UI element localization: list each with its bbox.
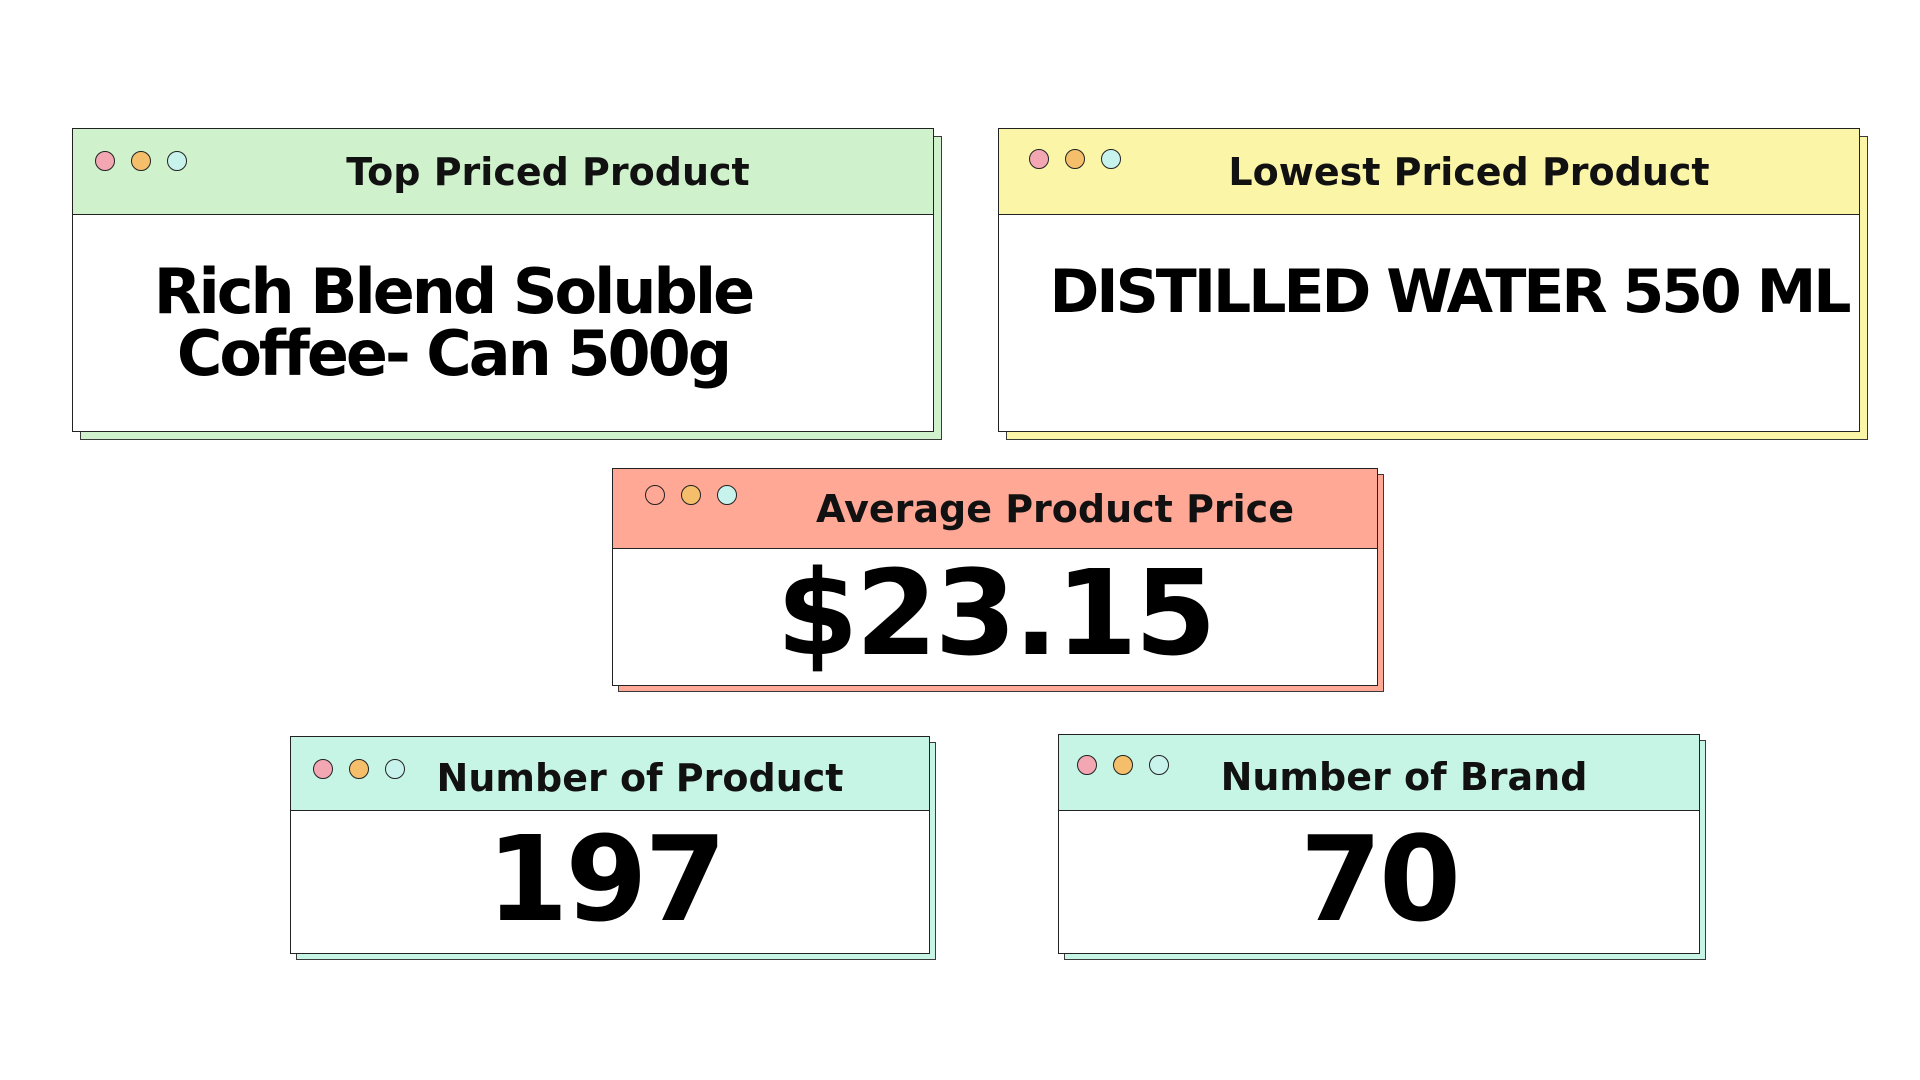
close-dot-icon xyxy=(95,151,115,171)
window-controls xyxy=(313,759,405,779)
window-controls xyxy=(1077,755,1169,775)
top-priced-product-name-line2: Coffee- Can 500g xyxy=(176,317,732,390)
card-titlebar: Number of Product xyxy=(291,737,929,811)
card-title: Lowest Priced Product xyxy=(1228,149,1710,194)
card-window: Top Priced Product Rich Blend Soluble Co… xyxy=(72,128,934,432)
card-titlebar: Average Product Price xyxy=(613,469,1377,549)
card-window: Number of Product 197 xyxy=(290,736,930,954)
window-controls xyxy=(645,485,737,505)
window-controls xyxy=(1029,149,1121,169)
number-of-product-value: 197 xyxy=(486,810,726,948)
number-of-brand-value: 70 xyxy=(1299,810,1461,948)
card-body: DISTILLED WATER 550 ML xyxy=(999,215,1859,431)
top-priced-product-name-line1: Rich Blend Soluble xyxy=(153,255,755,328)
lowest-priced-product-card: Lowest Priced Product DISTILLED WATER 55… xyxy=(998,128,1868,440)
close-dot-icon xyxy=(645,485,665,505)
card-title: Top Priced Product xyxy=(346,149,750,194)
card-body: 197 xyxy=(291,810,929,953)
number-of-brand-card: Number of Brand 70 xyxy=(1058,734,1706,960)
card-body: 70 xyxy=(1059,810,1699,953)
lowest-priced-product-name: DISTILLED WATER 550 ML xyxy=(1049,257,1851,327)
top-priced-product-card: Top Priced Product Rich Blend Soluble Co… xyxy=(72,128,942,440)
average-product-price-value: $23.15 xyxy=(776,544,1216,682)
card-body: $23.15 xyxy=(613,544,1377,685)
card-title: Number of Brand xyxy=(1220,754,1588,799)
card-body: Rich Blend Soluble Coffee- Can 500g xyxy=(73,215,933,431)
minimize-dot-icon xyxy=(349,759,369,779)
card-titlebar: Top Priced Product xyxy=(73,129,933,215)
maximize-dot-icon xyxy=(1149,755,1169,775)
close-dot-icon xyxy=(1029,149,1049,169)
minimize-dot-icon xyxy=(131,151,151,171)
maximize-dot-icon xyxy=(167,151,187,171)
minimize-dot-icon xyxy=(1113,755,1133,775)
close-dot-icon xyxy=(313,759,333,779)
card-titlebar: Lowest Priced Product xyxy=(999,129,1859,215)
card-title: Average Product Price xyxy=(816,486,1294,531)
maximize-dot-icon xyxy=(717,485,737,505)
number-of-product-card: Number of Product 197 xyxy=(290,736,936,960)
card-window: Average Product Price $23.15 xyxy=(612,468,1378,686)
maximize-dot-icon xyxy=(385,759,405,779)
card-window: Number of Brand 70 xyxy=(1058,734,1700,954)
card-window: Lowest Priced Product DISTILLED WATER 55… xyxy=(998,128,1860,432)
average-product-price-card: Average Product Price $23.15 xyxy=(612,468,1384,692)
card-title: Number of Product xyxy=(436,755,844,800)
card-titlebar: Number of Brand xyxy=(1059,735,1699,811)
close-dot-icon xyxy=(1077,755,1097,775)
maximize-dot-icon xyxy=(1101,149,1121,169)
minimize-dot-icon xyxy=(681,485,701,505)
window-controls xyxy=(95,151,187,171)
minimize-dot-icon xyxy=(1065,149,1085,169)
